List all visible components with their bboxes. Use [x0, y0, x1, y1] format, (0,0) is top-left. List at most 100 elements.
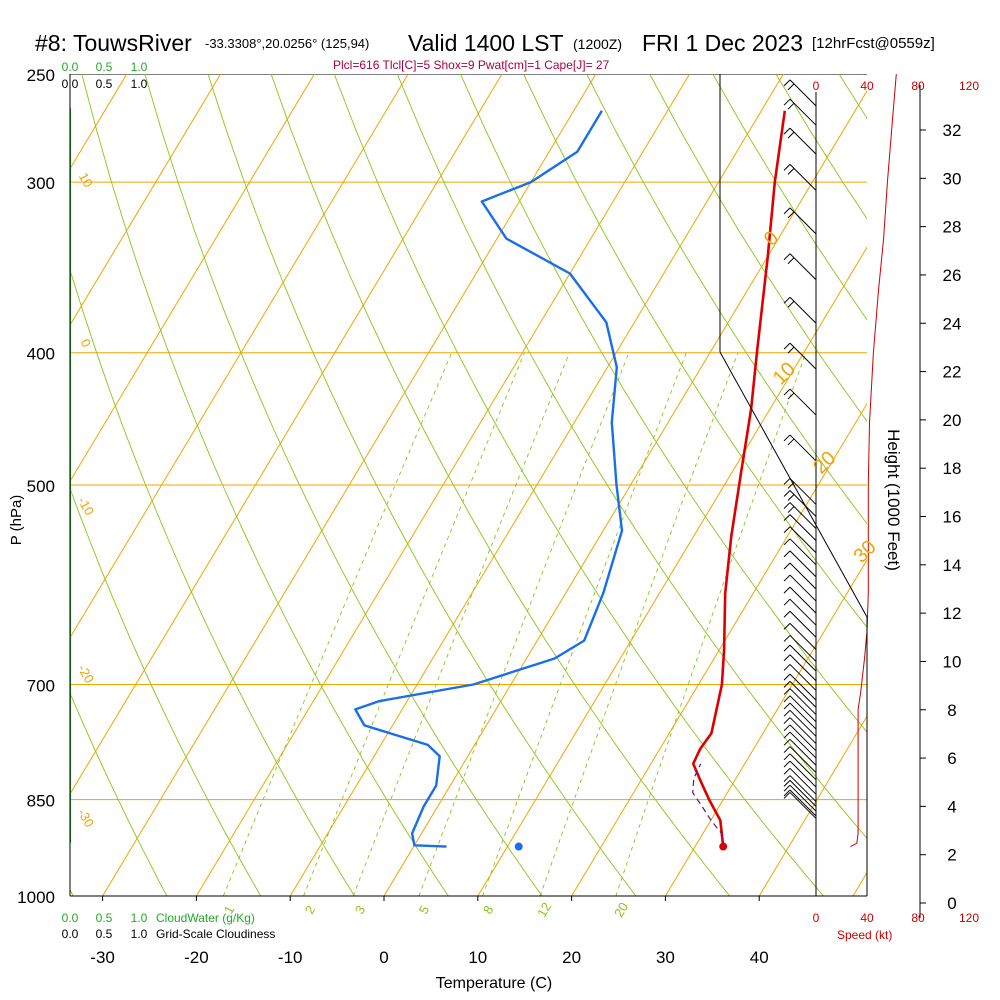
dry-adiabat-line — [523, 74, 867, 628]
wind-barb-flag — [783, 478, 791, 485]
wind-barb — [789, 164, 817, 191]
wind-barb — [789, 623, 817, 650]
wind-barb-flag — [783, 784, 791, 792]
wind-barb — [789, 98, 817, 126]
height-tick-label: 6 — [947, 749, 956, 768]
wind-barb-flag — [783, 296, 791, 304]
dry-adiabat-line — [586, 74, 867, 525]
temperature-tick-label: -20 — [184, 948, 209, 967]
wind-barb-flag — [783, 702, 791, 710]
wind-barb — [789, 780, 817, 807]
left-edge-label: 0 — [78, 336, 95, 350]
wind-barb-flag — [783, 717, 791, 724]
isotherm-label: 30 — [850, 536, 881, 567]
wind-barb — [789, 731, 817, 759]
height-tick-label: 18 — [943, 459, 962, 478]
cloud-water-scale-top: 0.0 — [62, 60, 79, 74]
forecast-run: [12hrFcst@0559z] — [812, 35, 935, 52]
isotherm-line — [70, 74, 315, 483]
cloudiness-scale-top: 0.0 — [62, 77, 79, 91]
wind-barb — [789, 717, 817, 744]
wind-barb-flag — [783, 98, 791, 106]
wind-barb-flag — [783, 753, 791, 761]
wind-barb — [789, 688, 817, 715]
height-tick-label: 20 — [943, 411, 962, 430]
cloud-water-scale-bottom: 0.5 — [96, 911, 113, 925]
wind-barb-flag — [787, 438, 795, 446]
wind-barb — [789, 760, 817, 788]
mixing-ratio-label: 5 — [416, 903, 433, 917]
height-tick-label: 2 — [947, 846, 956, 865]
height-tick-label: 32 — [943, 121, 962, 140]
wind-barb-flag — [787, 211, 795, 219]
isotherm-line — [289, 74, 784, 896]
speed-scale-top: 40 — [860, 79, 874, 93]
wind-barb — [789, 789, 817, 817]
wind-barb-flag — [783, 342, 791, 350]
wind-barb-flag — [783, 780, 791, 787]
isotherm-line — [195, 74, 691, 896]
wind-barb — [789, 526, 817, 554]
dry-adiabat-line — [270, 74, 731, 896]
wind-barb — [789, 598, 817, 626]
isotherm-label: 10 — [769, 358, 800, 389]
wind-barb-flag — [783, 526, 791, 534]
speed-scale-top: 120 — [959, 79, 979, 93]
wind-barb-flag — [783, 598, 791, 606]
dry-adiabat-line — [70, 692, 168, 896]
cloudiness-scale-bottom: 0.5 — [96, 927, 113, 941]
isotherm-line — [664, 559, 867, 896]
wind-barb — [789, 127, 817, 155]
dry-adiabat-line — [333, 74, 824, 896]
isotherm-line — [70, 74, 503, 795]
height-tick-label: 28 — [943, 218, 962, 237]
dry-adiabat-line — [459, 74, 867, 733]
dry-adiabat-line — [902, 74, 1000, 896]
wind-barb — [789, 792, 817, 819]
dry-adiabat-line — [965, 74, 1000, 896]
wind-barb — [789, 695, 817, 723]
wind-barb — [789, 550, 817, 578]
wind-barb-flag — [783, 792, 791, 799]
dry-adiabat-line — [144, 74, 543, 896]
isotherm-line — [70, 74, 222, 326]
wind-barb-flag — [783, 502, 791, 509]
pressure-axis-label: P (hPa) — [8, 495, 25, 546]
wind-barb — [789, 738, 817, 766]
wind-barb — [789, 478, 817, 505]
pressure-tick-label: 500 — [27, 477, 55, 496]
mixing-ratio-label: 12 — [534, 900, 554, 920]
wind-barb-flag — [783, 731, 791, 739]
cloud-water-scale-bottom: 1.0 — [131, 911, 148, 925]
wind-speed-profile — [850, 73, 897, 848]
wind-barb — [789, 586, 817, 614]
wind-barb — [789, 753, 817, 781]
wind-barb-flag — [783, 164, 791, 171]
wind-barb-flag — [783, 79, 791, 87]
wind-barb-flag — [783, 688, 791, 695]
wind-barb — [789, 654, 817, 682]
wind-barb-flag — [787, 346, 795, 354]
dry-adiabat-line — [207, 74, 637, 896]
mixing-ratio-line — [352, 352, 570, 896]
wind-barb-flag — [783, 767, 791, 775]
temperature-tick-label: 0 — [379, 948, 388, 967]
pressure-tick-label: 300 — [27, 174, 55, 193]
diagonal-edge — [719, 351, 868, 618]
left-edge-label: -20 — [75, 662, 97, 686]
wind-barb — [789, 434, 817, 462]
temperature-tick-label: 20 — [562, 948, 581, 967]
wind-barb-flag — [783, 434, 791, 442]
mixing-ratio-label: 3 — [352, 903, 369, 917]
wind-barb-flag — [783, 562, 791, 570]
wind-barb-flag — [787, 83, 795, 91]
height-tick-label: 24 — [943, 314, 962, 333]
cloudiness-scale-top: 0.5 — [96, 77, 113, 91]
cloud-water-scale-bottom: 0.0 — [62, 911, 79, 925]
wind-barb-flag — [783, 664, 791, 671]
wind-barb-flag — [783, 623, 791, 630]
wind-barb — [789, 610, 817, 638]
height-tick-label: 8 — [947, 701, 956, 720]
speed-axis-label: Speed (kt) — [837, 928, 892, 942]
